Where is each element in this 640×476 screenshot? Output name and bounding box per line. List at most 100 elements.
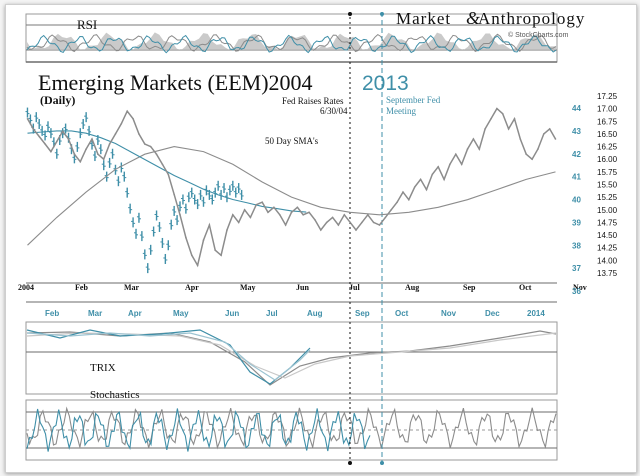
x-tick-2004-3: Apr — [185, 283, 199, 292]
point-2004-21 — [149, 145, 152, 148]
point-2004-36 — [237, 221, 240, 224]
point-2004-64 — [402, 191, 404, 193]
point-2004-78 — [484, 128, 486, 130]
x-tick-2004-2: Mar — [124, 283, 140, 292]
point-2004-74 — [460, 163, 463, 166]
point-2004-10 — [85, 148, 87, 150]
point-2004-61 — [384, 216, 387, 219]
point-2004-9 — [79, 160, 82, 163]
point-2004-85 — [525, 153, 527, 155]
point-2004-42 — [273, 206, 275, 209]
point-2004-32 — [214, 249, 216, 251]
point-2004-71 — [443, 178, 445, 181]
point-2004-12 — [97, 153, 99, 155]
y-tick-2013-7: 37 — [572, 264, 581, 273]
point-2004-58 — [367, 214, 369, 216]
brand-symbol: & — [466, 8, 480, 28]
point-2004-46 — [296, 206, 299, 209]
stoch-2004-line — [26, 406, 557, 450]
rsi-2013-line — [26, 34, 557, 54]
y-tick-2004-11: 14.50 — [597, 231, 618, 240]
x-tick-2004-6: Jul — [349, 283, 360, 292]
x-tick-2013-0: Feb — [45, 309, 59, 318]
y-tick-2013-3: 41 — [572, 173, 581, 182]
y-tick-2004-1: 17.00 — [597, 105, 618, 114]
point-2004-82 — [507, 128, 510, 130]
y-tick-2013-0: 44 — [572, 104, 581, 113]
fed-2004-dot-bottom — [348, 461, 352, 465]
point-2004-37 — [243, 209, 246, 211]
x-tick-2004-4: May — [240, 283, 256, 292]
point-2004-65 — [408, 198, 410, 201]
point-2004-79 — [490, 118, 492, 120]
y-tick-2013-1: 43 — [572, 127, 581, 136]
rsi-fill — [27, 32, 556, 50]
point-2004-84 — [519, 138, 522, 140]
point-2004-59 — [372, 221, 375, 224]
x-tick-2013-1: Mar — [88, 309, 102, 318]
x-tick-2013-9: Nov — [441, 309, 457, 318]
point-2004-72 — [449, 163, 451, 166]
sma-lines — [27, 130, 556, 246]
point-2004-41 — [267, 211, 269, 214]
point-2004-50 — [320, 229, 322, 231]
x-tick-2004-9: Oct — [519, 283, 532, 292]
point-2004-43 — [279, 214, 281, 216]
point-2004-89 — [548, 128, 551, 130]
axis-ticks: 2004 Feb Mar Apr May Jun Jul Aug Sep Oct Nov Feb Mar… — [18, 92, 618, 318]
x-tick-2004-1: Feb — [75, 283, 88, 292]
point-2004-88 — [543, 133, 545, 135]
point-2004-60 — [378, 224, 381, 226]
stoch-2013-line — [26, 408, 371, 452]
trix-panel-frame — [25, 321, 558, 395]
point-2004-27 — [185, 236, 187, 239]
point-2004-34 — [226, 229, 228, 231]
x-tick-2013-5: Jul — [266, 309, 278, 318]
fed-2004-label-1: Fed Raises Rates — [282, 96, 344, 106]
point-2004-81 — [501, 112, 504, 115]
point-2004-29 — [196, 264, 199, 267]
fed-2013-dot-bottom — [380, 461, 384, 465]
point-2004-55 — [349, 221, 352, 224]
y-tick-2013-4: 40 — [572, 196, 581, 205]
point-2004-63 — [396, 201, 398, 203]
point-2004-47 — [302, 214, 305, 216]
static-layer — [25, 12, 558, 465]
point-2004-44 — [284, 224, 287, 226]
point-2004-57 — [361, 221, 363, 224]
y-tick-2004-5: 16.00 — [597, 155, 618, 164]
point-2004-45 — [290, 211, 293, 214]
fed-2004-label-2: 6/30/04 — [320, 106, 348, 116]
point-2004-70 — [437, 166, 440, 168]
point-2004-0 — [26, 118, 29, 120]
point-2004-75 — [466, 148, 469, 150]
point-2004-83 — [513, 118, 516, 120]
point-2004-69 — [431, 173, 434, 176]
x-tick-2004-10: Nov — [573, 283, 587, 292]
brand-right: Anthropology — [478, 9, 585, 28]
point-2004-56 — [355, 229, 357, 231]
point-2004-51 — [325, 221, 328, 224]
point-2004-15 — [114, 133, 117, 135]
point-2004-5 — [56, 140, 58, 143]
point-2004-8 — [73, 153, 76, 155]
y-tick-2013-2: 42 — [572, 150, 581, 159]
y-tick-2004-6: 15.75 — [597, 168, 618, 177]
point-2004-30 — [202, 239, 205, 241]
y-tick-2004-3: 16.50 — [597, 130, 618, 139]
fed-2013-label-2: Meeting — [386, 106, 416, 116]
y-tick-2013-5: 39 — [572, 218, 581, 227]
point-2004-2 — [38, 135, 40, 138]
x-tick-2013-2: Apr — [128, 309, 142, 318]
x-tick-2013-7: Sep — [355, 309, 370, 318]
y-tick-2004-9: 15.00 — [597, 206, 618, 215]
point-2004-68 — [425, 188, 428, 191]
point-2004-4 — [50, 150, 52, 153]
point-2004-90 — [554, 138, 557, 140]
chart-card — [5, 4, 637, 473]
x-tick-2013-6: Aug — [307, 309, 323, 318]
y-tick-2004-12: 14.25 — [597, 244, 618, 253]
x-tick-2004-8: Sep — [463, 283, 476, 292]
